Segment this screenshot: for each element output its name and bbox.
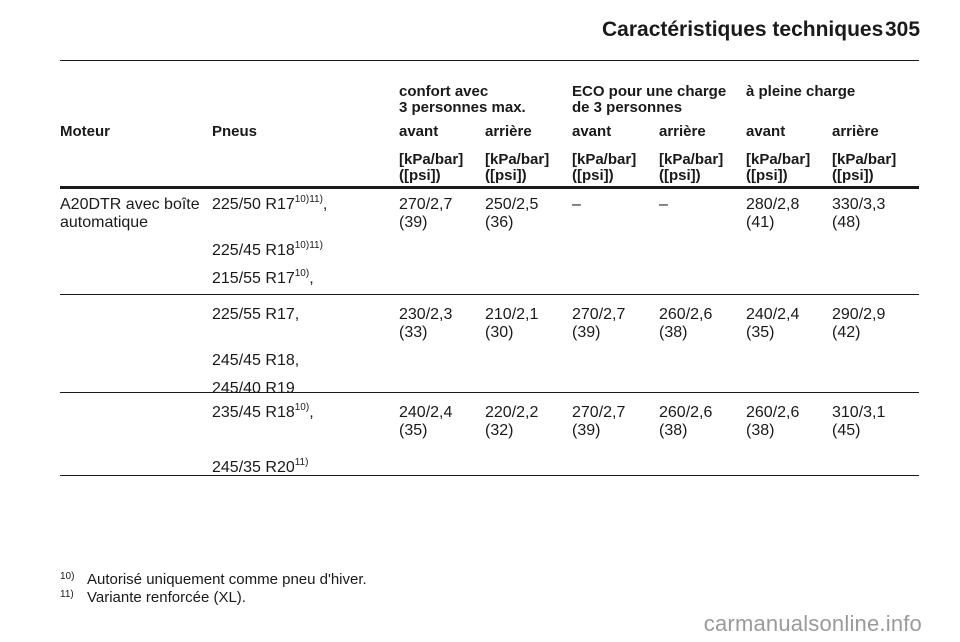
footnote-ref: 10)11) (294, 194, 323, 205)
pressure-cell: 260/2,6 (38) (659, 404, 713, 439)
unit-header: [kPa/bar] ([psi]) (572, 151, 637, 184)
group-rule (60, 392, 919, 393)
tire-size: 245/35 R2011) (212, 457, 309, 476)
group-rule (60, 294, 919, 295)
page-number: 305 (885, 18, 921, 41)
unit-header: [kPa/bar] ([psi]) (399, 151, 464, 184)
group-header-pleine-charge: à pleine charge (746, 83, 856, 100)
pressure-cell: 230/2,3 (33) (399, 306, 453, 341)
tire-size: 225/55 R17, (212, 306, 300, 323)
unit-header: [kPa/bar] ([psi]) (832, 151, 897, 184)
tire-size: 225/45 R1810)11) (212, 240, 323, 259)
pressure-cell: 250/2,5 (36) (485, 196, 539, 231)
footnote-10: 10) Autorisé uniquement comme pneu d'hive… (60, 571, 367, 588)
page-title: Caractéristiques techniques (602, 18, 884, 41)
col-header-moteur: Moteur (60, 123, 110, 140)
col-header-avant: avant (572, 123, 612, 140)
footnote-ref: 10) (294, 402, 310, 413)
pressure-cell: – (659, 196, 668, 213)
tire-size: 245/45 R18, (212, 352, 300, 369)
pressure-cell: 330/3,3 (48) (832, 196, 886, 231)
col-header-arriere: arrière (832, 123, 879, 140)
pressure-cell: 270/2,7 (39) (572, 404, 626, 439)
table-header-rule (60, 186, 919, 189)
watermark: carmanualsonline.info (703, 611, 922, 636)
col-header-arriere: arrière (485, 123, 532, 140)
tire-size: 235/45 R1810), (212, 402, 314, 421)
col-header-pneus: Pneus (212, 123, 258, 140)
col-header-avant: avant (399, 123, 439, 140)
pressure-cell: 290/2,9 (42) (832, 306, 886, 341)
tire-size: 245/40 R19 (212, 380, 295, 397)
group-header-eco: ECO pour une charge de 3 personnes (572, 83, 727, 116)
pressure-cell: 240/2,4 (35) (399, 404, 453, 439)
footnote-ref: 10) (294, 268, 310, 279)
pressure-cell: 310/3,1 (45) (832, 404, 886, 439)
pressure-cell: – (572, 196, 581, 213)
pressure-cell: 220/2,2 (32) (485, 404, 539, 439)
pressure-cell: 280/2,8 (41) (746, 196, 800, 231)
pressure-cell: 260/2,6 (38) (746, 404, 800, 439)
footnote-ref: 11) (294, 457, 309, 468)
unit-header: [kPa/bar] ([psi]) (746, 151, 811, 184)
unit-header: [kPa/bar] ([psi]) (659, 151, 724, 184)
footnote-11: 11) Variante renforcée (XL). (60, 589, 246, 606)
pressure-cell: 270/2,7 (39) (399, 196, 453, 231)
group-header-confort: confort avec 3 personnes max. (399, 83, 526, 116)
pressure-cell: 270/2,7 (39) (572, 306, 626, 341)
pressure-cell: 210/2,1 (30) (485, 306, 539, 341)
col-header-arriere: arrière (659, 123, 706, 140)
unit-header: [kPa/bar] ([psi]) (485, 151, 550, 184)
pressure-cell: 240/2,4 (35) (746, 306, 800, 341)
col-header-avant: avant (746, 123, 786, 140)
footnote-ref: 10)11) (294, 240, 323, 251)
tire-size: 215/55 R1710), (212, 268, 314, 287)
header-rule (60, 60, 919, 61)
tire-size: 225/50 R1710)11), (212, 194, 328, 213)
engine-cell: A20DTR avec boîte automatique (60, 196, 200, 231)
pressure-cell: 260/2,6 (38) (659, 306, 713, 341)
table-bottom-rule (60, 475, 919, 476)
